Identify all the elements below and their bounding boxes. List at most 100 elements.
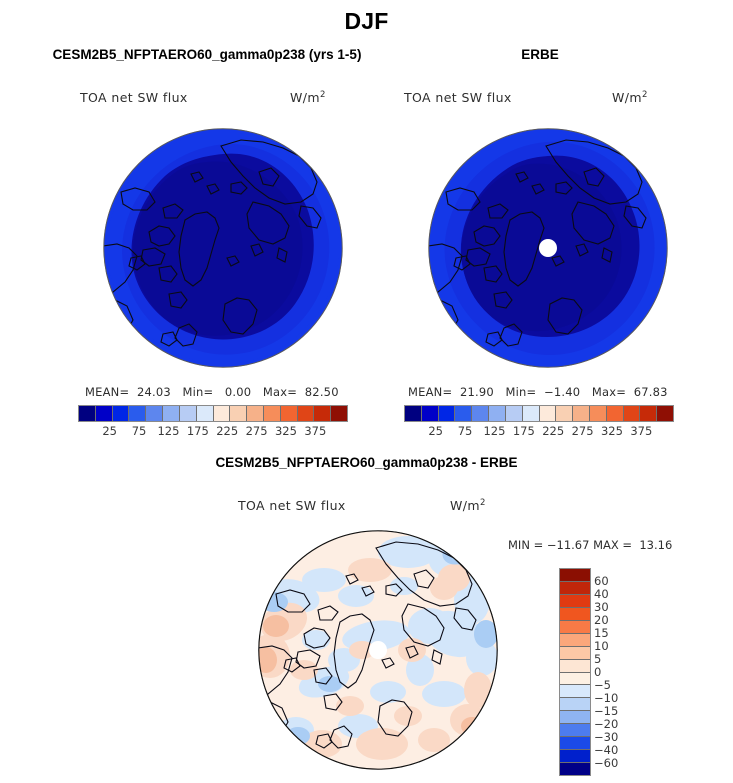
colorbar-tick: −10 [594,691,619,705]
colorbar-cell [522,406,540,421]
colorbar-cell [505,406,523,421]
model-map-svg [103,128,343,368]
colorbar-cell [146,406,164,421]
colorbar-tick: 225 [216,424,239,438]
colorbar-tick: −20 [594,717,619,731]
colorbar-tick: 0 [594,665,602,679]
colorbar-tick: 30 [594,600,609,614]
colorbar-tick: 75 [457,424,473,438]
difference-panel-title: CESM2B5_NFPTAERO60_gamma0p238 - ERBE [215,455,518,470]
colorbar-cell [247,406,264,421]
colorbar-cell [163,406,180,421]
colorbar-cell [560,724,590,738]
colorbar-cell [640,406,658,421]
colorbar-cell [263,406,281,421]
colorbar-tick: 40 [594,587,609,601]
colorbar-cell [606,406,624,421]
colorbar-cell [129,406,147,421]
colorbar-cell [455,406,473,421]
colorbar-cell [560,659,590,673]
colorbar-cell [623,406,641,421]
colorbar-tick: −40 [594,743,619,757]
colorbar-tick: 15 [594,626,609,640]
colorbar-tick: 125 [483,424,506,438]
model-stats: MEAN= 24.03 Min= 0.00 Max= 82.50 [85,385,339,399]
colorbar-tick: −60 [594,756,619,770]
model-colorbar[interactable] [78,405,348,422]
colorbar-tick: −5 [594,678,611,692]
model-units-exponent: 2 [319,90,326,100]
obs-map-svg [428,128,668,368]
colorbar-cell [331,406,347,421]
colorbar-tick: 225 [542,424,565,438]
colorbar-tick: 60 [594,574,609,588]
colorbar-cell [560,569,590,582]
colorbar-cell [280,406,298,421]
colorbar-cell [230,406,248,421]
colorbar-tick: 5 [594,652,602,666]
colorbar-cell [213,406,231,421]
colorbar-cell [560,581,590,595]
obs-colorbar[interactable] [404,405,674,422]
difference-units-label: W/m2 [450,498,486,513]
obs-variable-label: TOA net SW flux [404,90,512,105]
colorbar-tick: 10 [594,639,609,653]
obs-map-border [428,128,668,368]
colorbar-cell [560,672,590,686]
colorbar-tick: 75 [131,424,147,438]
colorbar-cell [472,406,490,421]
obs-stats: MEAN= 21.90 Min= −1.40 Max= 67.83 [408,385,668,399]
colorbar-cell [438,406,456,421]
colorbar-tick: 325 [274,424,297,438]
colorbar-tick: 375 [630,424,653,438]
difference-units-text: W/m [450,498,480,514]
obs-pole-data-hole [539,239,557,257]
obs-panel-title: ERBE [521,47,559,62]
colorbar-tick: 275 [245,424,268,438]
colorbar-cell [79,406,96,421]
colorbar-cell [297,406,315,421]
difference-map-svg [258,530,498,770]
difference-pole-data-hole [369,641,387,659]
colorbar-tick: 375 [304,424,327,438]
model-units-label: W/m2 [290,90,326,105]
colorbar-tick: 325 [600,424,623,438]
colorbar-cell [573,406,590,421]
colorbar-cell [560,711,590,725]
colorbar-tick: 175 [512,424,535,438]
colorbar-cell [560,750,590,764]
model-panel-title: CESM2B5_NFPTAERO60_gamma0p238 (yrs 1-5) [52,47,362,62]
colorbar-cell [560,763,590,775]
obs-colorbar-labels: 25 75 125 175 225 275 325 375 [421,424,656,438]
colorbar-tick: 175 [186,424,209,438]
model-units-text: W/m [290,90,320,106]
colorbar-cell [657,406,673,421]
colorbar-cell [560,646,590,660]
colorbar-cell [560,698,590,712]
difference-units-exponent: 2 [479,498,486,508]
colorbar-cell [560,685,590,699]
colorbar-tick: 125 [157,424,180,438]
colorbar-cell [196,406,214,421]
colorbar-cell [405,406,422,421]
difference-colorbar[interactable] [559,568,591,776]
colorbar-cell [589,406,607,421]
model-map-border [103,128,343,368]
difference-minmax: MIN = −11.67 MAX = 13.16 [508,538,673,552]
difference-colorbar-labels: 60 40 30 20 15 10 5 0 −5 −10 −15 −20 −30… [594,568,644,774]
colorbar-tick: 25 [428,424,443,438]
colorbar-cell [489,406,506,421]
obs-units-label: W/m2 [612,90,648,105]
colorbar-cell [560,737,590,751]
obs-units-exponent: 2 [641,90,648,100]
colorbar-cell [560,607,590,621]
obs-units-text: W/m [612,90,642,106]
difference-variable-label: TOA net SW flux [238,498,346,513]
colorbar-tick: −30 [594,730,619,744]
colorbar-cell [556,406,574,421]
colorbar-cell [539,406,557,421]
colorbar-cell [95,406,113,421]
colorbar-cell [421,406,439,421]
model-colorbar-labels: 25 75 125 175 225 275 325 375 [95,424,330,438]
figure-main-title: DJF [344,8,389,34]
